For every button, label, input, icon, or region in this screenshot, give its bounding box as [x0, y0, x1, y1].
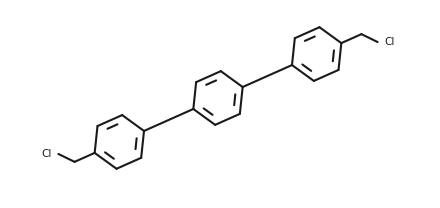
Text: Cl: Cl: [41, 149, 51, 159]
Text: Cl: Cl: [385, 37, 395, 47]
